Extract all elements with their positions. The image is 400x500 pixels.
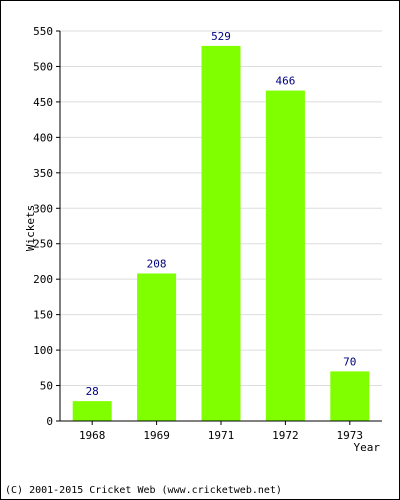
y-axis-ticks: 0 50 100 150 200 250 300 350 400 450 500 550: [33, 25, 60, 428]
copyright-footer: (C) 2001-2015 Cricket Web (www.cricketwe…: [5, 485, 282, 496]
bars: [72, 45, 370, 422]
y-tick-label: 550: [33, 25, 53, 38]
y-tick-label: 150: [33, 309, 53, 322]
x-tick-label: 1972: [272, 429, 299, 442]
data-label-1972: 466: [275, 75, 295, 88]
y-tick-label: 500: [33, 60, 53, 73]
x-axis-ticks: 1968 1969 1971 1972 1973: [79, 421, 363, 442]
y-tick-label: 300: [33, 202, 53, 215]
bar-1968: [72, 401, 112, 421]
y-tick-label: 350: [33, 167, 53, 180]
bar-1972: [265, 90, 305, 422]
bar-1973: [330, 371, 370, 421]
data-labels: 28 208 529 466 70: [86, 30, 357, 398]
y-tick-label: 50: [40, 380, 53, 393]
data-label-1968: 28: [86, 385, 99, 398]
x-tick-label: 1973: [337, 429, 364, 442]
y-tick-label: 400: [33, 131, 53, 144]
data-label-1973: 70: [343, 355, 356, 368]
data-label-1969: 208: [147, 258, 167, 271]
x-tick-label: 1971: [208, 429, 235, 442]
x-tick-label: 1969: [143, 429, 170, 442]
x-tick-label: 1968: [79, 429, 106, 442]
y-tick-label: 0: [46, 415, 53, 428]
bar-1969: [137, 273, 177, 421]
bar-chart: 0 50 100 150 200 250 300 350 400 450 500 550 28 208 5…: [24, 25, 382, 454]
y-tick-label: 450: [33, 96, 53, 109]
y-tick-label: 200: [33, 273, 53, 286]
y-tick-label: 250: [33, 238, 53, 251]
data-label-1971: 529: [211, 30, 231, 43]
x-axis-title: Year: [354, 441, 381, 454]
y-axis-title: Wickets: [24, 205, 37, 251]
y-tick-label: 100: [33, 344, 53, 357]
bar-1971: [201, 45, 241, 422]
